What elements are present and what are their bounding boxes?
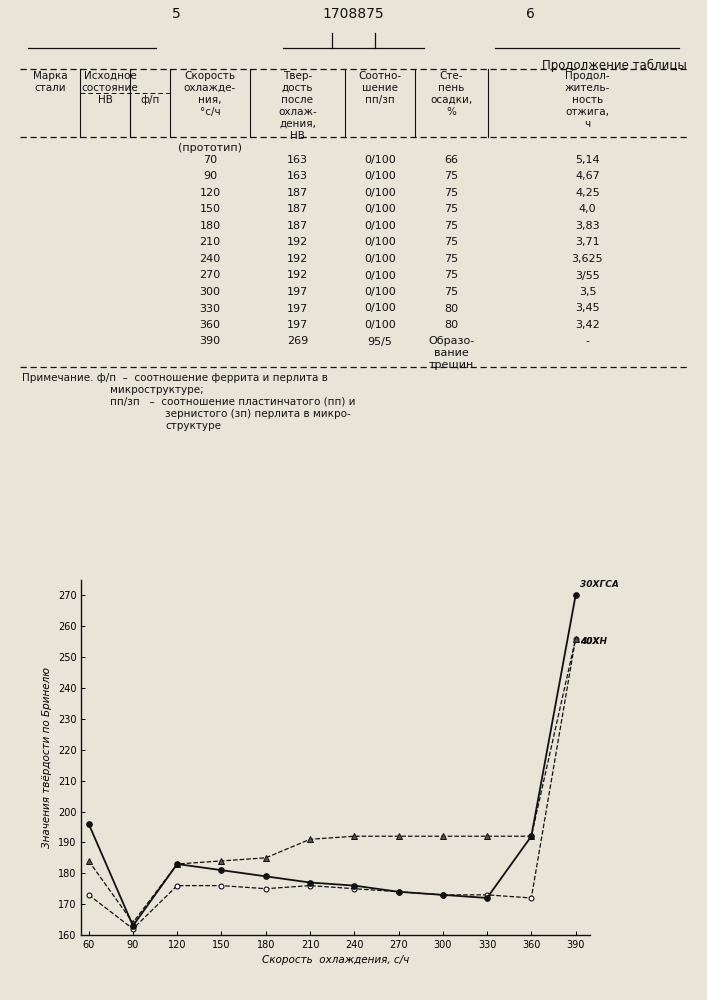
Text: Продолжение таблицы: Продолжение таблицы xyxy=(542,59,687,72)
Text: 210: 210 xyxy=(199,237,221,247)
Text: 75: 75 xyxy=(445,204,459,214)
Text: 163: 163 xyxy=(287,155,308,165)
Text: 1708875: 1708875 xyxy=(322,7,385,21)
Text: Примечание. ф/п  –  соотношение феррита и перлита в: Примечание. ф/п – соотношение феррита и … xyxy=(22,373,328,383)
Text: 95/5: 95/5 xyxy=(368,336,392,347)
Text: 390: 390 xyxy=(199,336,221,347)
Text: 40Х: 40Х xyxy=(580,637,600,646)
Text: 270: 270 xyxy=(199,270,221,280)
Text: 5: 5 xyxy=(173,7,181,21)
Text: 0/100: 0/100 xyxy=(364,221,396,231)
Text: Продол-
житель-
ность
отжига,
ч: Продол- житель- ность отжига, ч xyxy=(565,71,610,129)
Text: 192: 192 xyxy=(287,237,308,247)
Text: 6: 6 xyxy=(526,7,534,21)
Text: -: - xyxy=(585,336,590,347)
Text: 0/100: 0/100 xyxy=(364,304,396,314)
Text: 5,14: 5,14 xyxy=(575,155,600,165)
Text: ф/п: ф/п xyxy=(140,95,160,105)
Text: 187: 187 xyxy=(287,204,308,214)
Text: 187: 187 xyxy=(287,221,308,231)
Text: 192: 192 xyxy=(287,254,308,264)
Text: 0/100: 0/100 xyxy=(364,237,396,247)
X-axis label: Скорость  охлаждения, с/ч: Скорость охлаждения, с/ч xyxy=(262,955,409,965)
Text: 187: 187 xyxy=(287,188,308,198)
Text: 269: 269 xyxy=(287,336,308,347)
Text: Исходное
состояние: Исходное состояние xyxy=(81,71,139,93)
Text: 3,71: 3,71 xyxy=(575,237,600,247)
Text: 3,5: 3,5 xyxy=(579,287,596,297)
Text: 120: 120 xyxy=(199,188,221,198)
Text: 197: 197 xyxy=(287,320,308,330)
Text: 70: 70 xyxy=(203,155,217,165)
Text: 4,0: 4,0 xyxy=(579,204,596,214)
Text: 150: 150 xyxy=(199,204,221,214)
Text: Соотно-
шение
пп/зп: Соотно- шение пп/зп xyxy=(358,71,402,105)
Text: 0/100: 0/100 xyxy=(364,155,396,165)
Text: структуре: структуре xyxy=(165,421,221,431)
Text: Образо-
вание
трещин: Образо- вание трещин xyxy=(428,336,474,370)
Text: 0/100: 0/100 xyxy=(364,320,396,330)
Text: зернистого (зп) перлита в микро-: зернистого (зп) перлита в микро- xyxy=(165,409,351,419)
Text: 0/100: 0/100 xyxy=(364,171,396,181)
Text: 163: 163 xyxy=(287,171,308,181)
Text: Скорость
охлажде-
ния,
°с/ч: Скорость охлажде- ния, °с/ч xyxy=(184,71,236,117)
Text: 30ХГСА: 30ХГСА xyxy=(580,580,619,589)
Text: пп/зп   –  соотношение пластинчатого (пп) и: пп/зп – соотношение пластинчатого (пп) и xyxy=(110,397,356,407)
Text: 80: 80 xyxy=(445,304,459,314)
Text: 0/100: 0/100 xyxy=(364,204,396,214)
Text: 75: 75 xyxy=(445,254,459,264)
Text: 75: 75 xyxy=(445,287,459,297)
Text: 3,45: 3,45 xyxy=(575,304,600,314)
Y-axis label: Значения твёрдости по Бринелю: Значения твёрдости по Бринелю xyxy=(42,667,52,848)
Text: 4,67: 4,67 xyxy=(575,171,600,181)
Text: (прототип): (прототип) xyxy=(178,143,242,153)
Text: 3/55: 3/55 xyxy=(575,270,600,280)
Text: 180: 180 xyxy=(199,221,221,231)
Text: 3,42: 3,42 xyxy=(575,320,600,330)
Text: 3,625: 3,625 xyxy=(572,254,603,264)
Text: 197: 197 xyxy=(287,287,308,297)
Text: 40ХН: 40ХН xyxy=(580,637,607,646)
Text: Марка
стали: Марка стали xyxy=(33,71,67,93)
Text: 0/100: 0/100 xyxy=(364,188,396,198)
Text: 4,25: 4,25 xyxy=(575,188,600,198)
Text: 75: 75 xyxy=(445,237,459,247)
Text: 300: 300 xyxy=(199,287,221,297)
Text: 66: 66 xyxy=(445,155,459,165)
Text: 360: 360 xyxy=(199,320,221,330)
Text: 192: 192 xyxy=(287,270,308,280)
Text: 0/100: 0/100 xyxy=(364,254,396,264)
Text: 75: 75 xyxy=(445,221,459,231)
Text: 240: 240 xyxy=(199,254,221,264)
Text: 3,83: 3,83 xyxy=(575,221,600,231)
Text: Твер-
дость
после
охлаж-
дения,
НВ: Твер- дость после охлаж- дения, НВ xyxy=(278,71,317,141)
Text: 75: 75 xyxy=(445,270,459,280)
Text: 0/100: 0/100 xyxy=(364,270,396,280)
Text: 330: 330 xyxy=(199,304,221,314)
Text: 75: 75 xyxy=(445,171,459,181)
Text: 80: 80 xyxy=(445,320,459,330)
Text: 90: 90 xyxy=(203,171,217,181)
Text: 0/100: 0/100 xyxy=(364,287,396,297)
Text: 75: 75 xyxy=(445,188,459,198)
Text: НВ: НВ xyxy=(98,95,112,105)
Text: Сте-
пень
осадки,
%: Сте- пень осадки, % xyxy=(431,71,472,117)
Text: 197: 197 xyxy=(287,304,308,314)
Text: микроструктуре;: микроструктуре; xyxy=(110,385,204,395)
